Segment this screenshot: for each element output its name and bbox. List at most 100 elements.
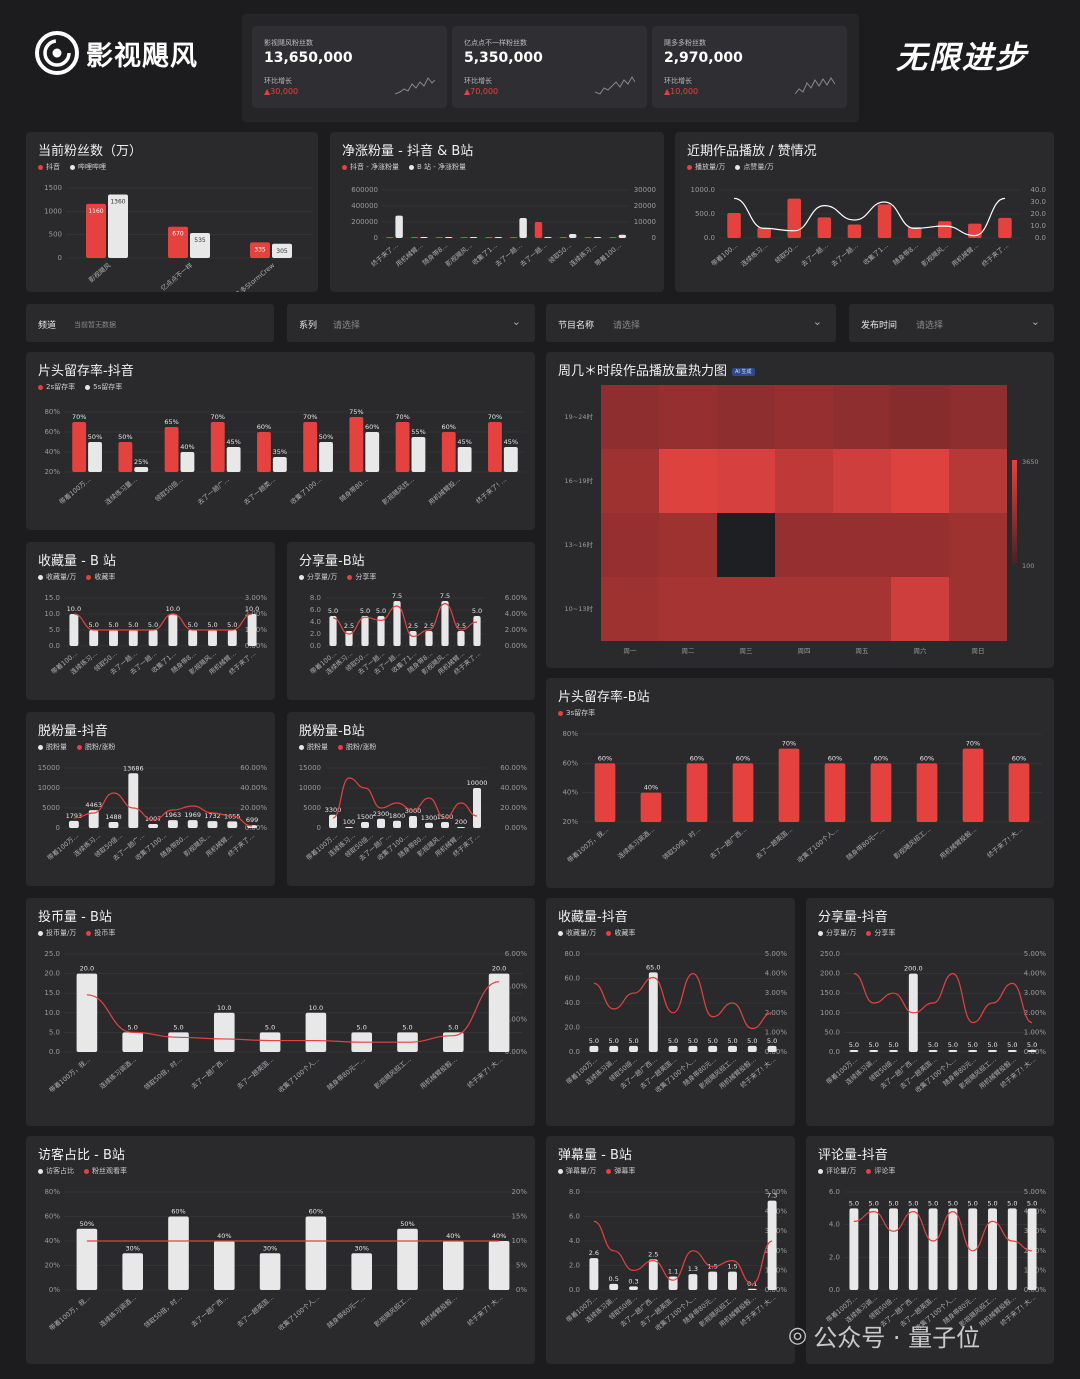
legend-dot — [338, 744, 343, 750]
heatmap-cell — [717, 449, 775, 513]
chart-bar — [849, 1208, 859, 1290]
bar-data-label: 5.0 — [987, 1199, 997, 1207]
chart-bar — [377, 818, 385, 828]
chart-title: 脱粉量-B站 — [299, 724, 365, 739]
legend-dot — [38, 744, 43, 750]
chart-bar — [778, 748, 800, 822]
heatmap-cell — [833, 385, 891, 449]
legend-item: 粉丝观看率 — [84, 1166, 127, 1176]
chart-title: 片头留存率-B站 — [558, 690, 650, 705]
y-tick-label: 8.0 — [310, 594, 321, 602]
chart-svg: 8.0 6.0 4.0 2.0 0.0 6.00% 4.00% 2.00% 0.00% 5.0 2.… — [308, 592, 528, 676]
y-tick-label: 0.0 — [704, 234, 715, 242]
y-tick-right-label: 20.0 — [1030, 210, 1046, 218]
bar-data-label: 0.3 — [628, 1277, 638, 1285]
chart-card-fav-douyin: 收藏量-抖音 80.0 60.0 40.0 20.0 0.0 5.00% 4.00% 3.00%… — [546, 898, 795, 1126]
chart-bar — [889, 1050, 898, 1052]
bar-data-label: 40% — [180, 443, 194, 451]
bar-data-label: 40% — [644, 784, 658, 792]
bar-data-label: 45% — [457, 438, 471, 446]
x-tick-label: 收集了100个人… — [795, 825, 840, 865]
y-tick-label: 0.0 — [569, 1048, 580, 1056]
x-tick-label: 去了一趟… — [799, 241, 830, 269]
legend-dot — [818, 1168, 823, 1174]
legend-item: 评论量/万 — [818, 1166, 856, 1176]
chart-svg: 1500 1000 500 0 1160 670 335 1360 535 305 影视飓风 亿点点不… — [44, 184, 312, 292]
x-tick-label: 周三 — [740, 647, 754, 655]
heatmap-cell — [775, 513, 833, 577]
chart-bar — [1007, 1050, 1017, 1052]
y-tick-right-label: 4.00% — [505, 983, 528, 991]
chart-bar — [72, 422, 87, 472]
chart-line — [332, 777, 478, 819]
bar-data-label: 40% — [446, 1232, 460, 1240]
bar-data-label: 60% — [309, 1208, 323, 1216]
bar-data-label: 1300 — [421, 814, 438, 822]
chart-bar — [385, 237, 394, 238]
x-tick-label: 影视飓风… — [919, 241, 950, 269]
y-tick-label: 60% — [44, 428, 60, 436]
y-tick-label: 20% — [44, 1262, 60, 1270]
chart-bar — [494, 237, 503, 238]
bar-data-label: 5.0 — [767, 1037, 777, 1045]
legend-item: 分享量/万 — [299, 572, 337, 582]
filter-value: 当前暂无数据 — [74, 321, 116, 329]
legend-label: 抖音 - 净涨粉量 — [350, 163, 399, 171]
chart-bar — [767, 1200, 777, 1290]
stats-panel: 影视飓风粉丝数 13,650,000 环比增长 ▲30,000 亿点点不一样粉丝… — [242, 14, 859, 122]
y-tick-label: 0.0 — [49, 642, 60, 650]
chart-bar — [747, 1288, 757, 1290]
y-tick-label: 5000 — [42, 804, 60, 812]
x-tick-label: 用机械臂投骰… — [418, 1055, 459, 1091]
bar-data-label: 10.0 — [166, 605, 180, 613]
chart-bar — [187, 820, 198, 828]
chart-legend: 脱粉量 脱粉/涨粉 — [38, 742, 115, 752]
legend-dot — [38, 164, 43, 170]
chart-card-share-bilibili: 分享量-B站 8.0 6.0 4.0 2.0 0.0 6.00% 4.00% 2.00% 0.00… — [287, 542, 535, 700]
y-tick-label: 0.0 — [829, 1048, 840, 1056]
bar-data-label: 5.0 — [609, 1037, 619, 1045]
legend-item: 分享率 — [347, 572, 376, 582]
scale-min-label: 100 — [1022, 562, 1034, 570]
bar-data-label: 7.3 — [767, 1192, 777, 1200]
filter-date[interactable]: 发布时间 请选择 ⌄ — [849, 304, 1054, 342]
bar-data-label: 5.0 — [688, 1037, 698, 1045]
filter-label: 系列 — [299, 321, 318, 331]
chart-bar — [411, 437, 426, 472]
y-tick-right-label: 1.00% — [765, 1028, 788, 1036]
chart-bar — [227, 630, 237, 646]
y-tick-right-label: 6.00% — [505, 594, 528, 602]
x-tick-label: 用机械臂投… — [426, 475, 462, 507]
chart-bar — [757, 227, 771, 238]
legend-dot — [86, 930, 92, 936]
bar-data-label: 0.5 — [609, 1275, 619, 1283]
legend-label: 投币率 — [94, 929, 116, 937]
bar-data-label: 5.0 — [1027, 1041, 1037, 1049]
y-tick-label: 0 — [317, 824, 321, 832]
y-tick-label: 1500 — [44, 184, 62, 192]
x-tick-label: 随身带80元一… — [325, 1055, 367, 1092]
chart-bar — [640, 792, 662, 822]
bar-data-label: 70% — [782, 740, 796, 748]
chevron-down-icon: ⌄ — [511, 315, 521, 328]
legend-label: 分享率 — [355, 573, 377, 581]
chart-bar — [503, 447, 518, 472]
chart-legend: 抖音 - 净涨粉量 B 站 - 净涨粉量 — [342, 162, 466, 172]
sparkline-icon — [595, 76, 635, 95]
chart-bar — [442, 1032, 464, 1052]
bar-data-label: 5.0 — [668, 1037, 678, 1045]
bar-data-label: 35% — [273, 448, 287, 456]
heatmap-cell — [833, 577, 891, 641]
sparkline-icon — [795, 77, 835, 95]
filter-program[interactable]: 节目名称 请选择 ⌄ — [546, 304, 836, 342]
bar-data-label: 5.0 — [207, 621, 217, 629]
bar-data-label: 5.0 — [708, 1037, 718, 1045]
x-tick-label: 收集了100… — [288, 475, 323, 507]
filter-series[interactable]: 系列 请选择 ⌄ — [287, 304, 535, 342]
filter-label: 节目名称 — [558, 321, 595, 331]
y-tick-label: 40% — [44, 1237, 60, 1245]
y-tick-label: 0.0 — [310, 642, 321, 650]
y-tick-label: 150.0 — [820, 989, 840, 997]
filter-channel[interactable]: 频道 当前暂无数据 — [26, 304, 274, 342]
heatmap-cell — [659, 385, 717, 449]
